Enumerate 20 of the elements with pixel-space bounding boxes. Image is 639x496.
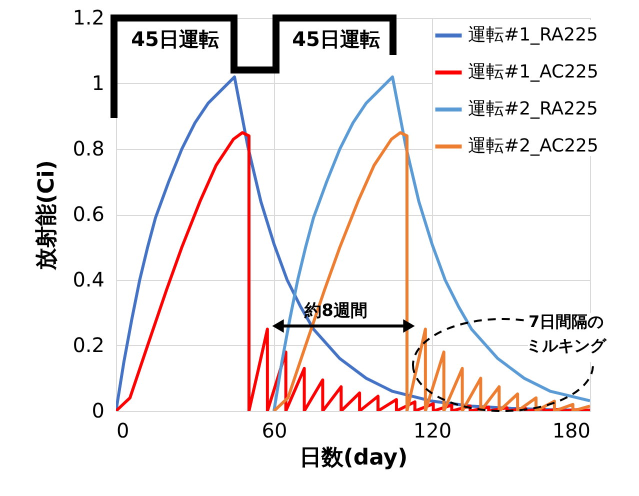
y-tick-label: 0.6 — [72, 202, 104, 226]
x-tick-label: 0 — [116, 418, 130, 442]
legend-label: 運転#2_AC225 — [468, 136, 598, 156]
legend-label: 運転#2_RA225 — [468, 98, 598, 120]
x-axis-title: 日数(day) — [299, 446, 408, 470]
annotation: 7日間隔のミルキング — [526, 312, 607, 355]
y-tick-label: 0.2 — [72, 333, 104, 357]
annotation: 45日運転 — [292, 27, 380, 51]
x-tick-label: 60 — [262, 418, 288, 442]
y-tick-label: 0.4 — [72, 268, 104, 292]
y-tick-label: 1.2 — [72, 6, 104, 30]
y-axis-title: 放射能(Ci) — [34, 160, 60, 271]
y-tick-label: 0 — [92, 398, 104, 422]
legend-label: 運転#1_AC225 — [468, 62, 598, 82]
legend-label: 運転#1_RA225 — [468, 24, 598, 46]
y-tick-label: 0.8 — [72, 136, 104, 160]
x-tick-label: 180 — [552, 418, 590, 442]
y-tick-label: 1 — [92, 71, 104, 95]
annotation: 45日運転 — [131, 27, 219, 51]
x-tick-label: 120 — [413, 418, 452, 442]
